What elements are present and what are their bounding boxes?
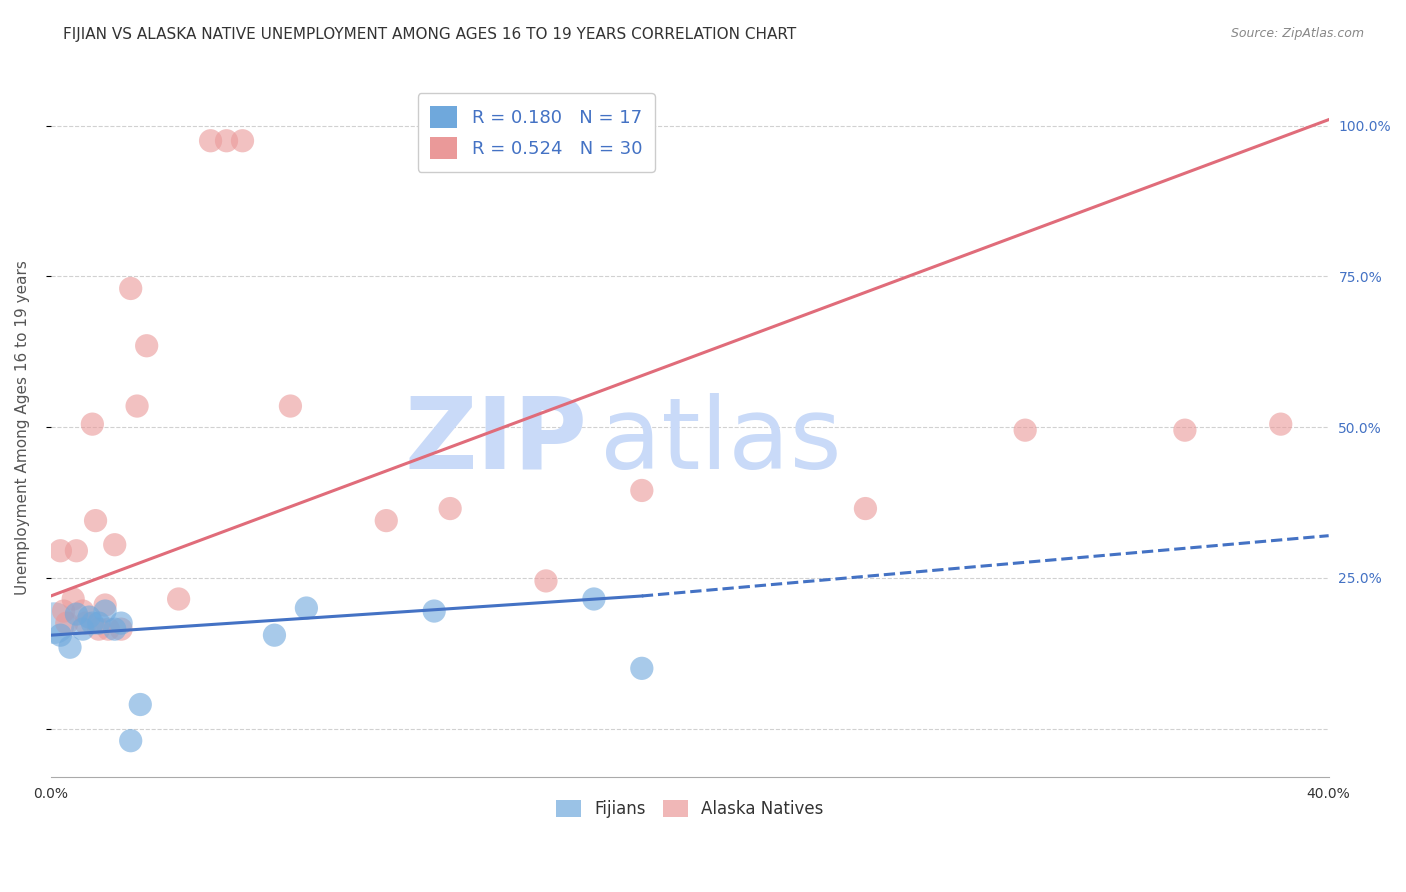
Text: FIJIAN VS ALASKA NATIVE UNEMPLOYMENT AMONG AGES 16 TO 19 YEARS CORRELATION CHART: FIJIAN VS ALASKA NATIVE UNEMPLOYMENT AMO… — [63, 27, 797, 42]
Point — [630, 483, 652, 498]
Point — [534, 574, 557, 588]
Point — [77, 610, 100, 624]
Point — [49, 628, 72, 642]
Point — [65, 607, 87, 621]
Point — [94, 604, 117, 618]
Point — [127, 399, 149, 413]
Point — [110, 622, 132, 636]
Point — [104, 538, 127, 552]
Point — [59, 640, 82, 655]
Point — [1174, 423, 1197, 437]
Point — [72, 604, 94, 618]
Point — [295, 601, 318, 615]
Point — [87, 616, 110, 631]
Point — [1014, 423, 1036, 437]
Legend: Fijians, Alaska Natives: Fijians, Alaska Natives — [550, 793, 830, 824]
Point — [1270, 417, 1292, 431]
Text: Source: ZipAtlas.com: Source: ZipAtlas.com — [1230, 27, 1364, 40]
Point — [94, 598, 117, 612]
Point — [87, 622, 110, 636]
Point — [630, 661, 652, 675]
Y-axis label: Unemployment Among Ages 16 to 19 years: Unemployment Among Ages 16 to 19 years — [15, 260, 30, 595]
Point — [231, 134, 253, 148]
Point — [439, 501, 461, 516]
Point — [49, 543, 72, 558]
Point — [72, 622, 94, 636]
Point — [215, 134, 238, 148]
Point — [120, 733, 142, 747]
Point — [82, 417, 104, 431]
Text: ZIP: ZIP — [405, 392, 588, 490]
Point — [84, 514, 107, 528]
Text: atlas: atlas — [600, 392, 842, 490]
Point — [62, 592, 84, 607]
Point — [375, 514, 398, 528]
Point — [263, 628, 285, 642]
Point — [129, 698, 152, 712]
Point — [423, 604, 446, 618]
Point — [855, 501, 877, 516]
Point — [582, 592, 605, 607]
Point — [135, 339, 157, 353]
Point — [120, 281, 142, 295]
Point — [42, 616, 65, 631]
Point — [97, 622, 120, 636]
Point — [52, 604, 75, 618]
Point — [56, 616, 79, 631]
Point — [104, 622, 127, 636]
Point — [167, 592, 190, 607]
Point — [82, 616, 104, 631]
Point — [75, 616, 97, 631]
Point — [110, 616, 132, 631]
Point — [65, 543, 87, 558]
Point — [200, 134, 222, 148]
Point — [280, 399, 302, 413]
